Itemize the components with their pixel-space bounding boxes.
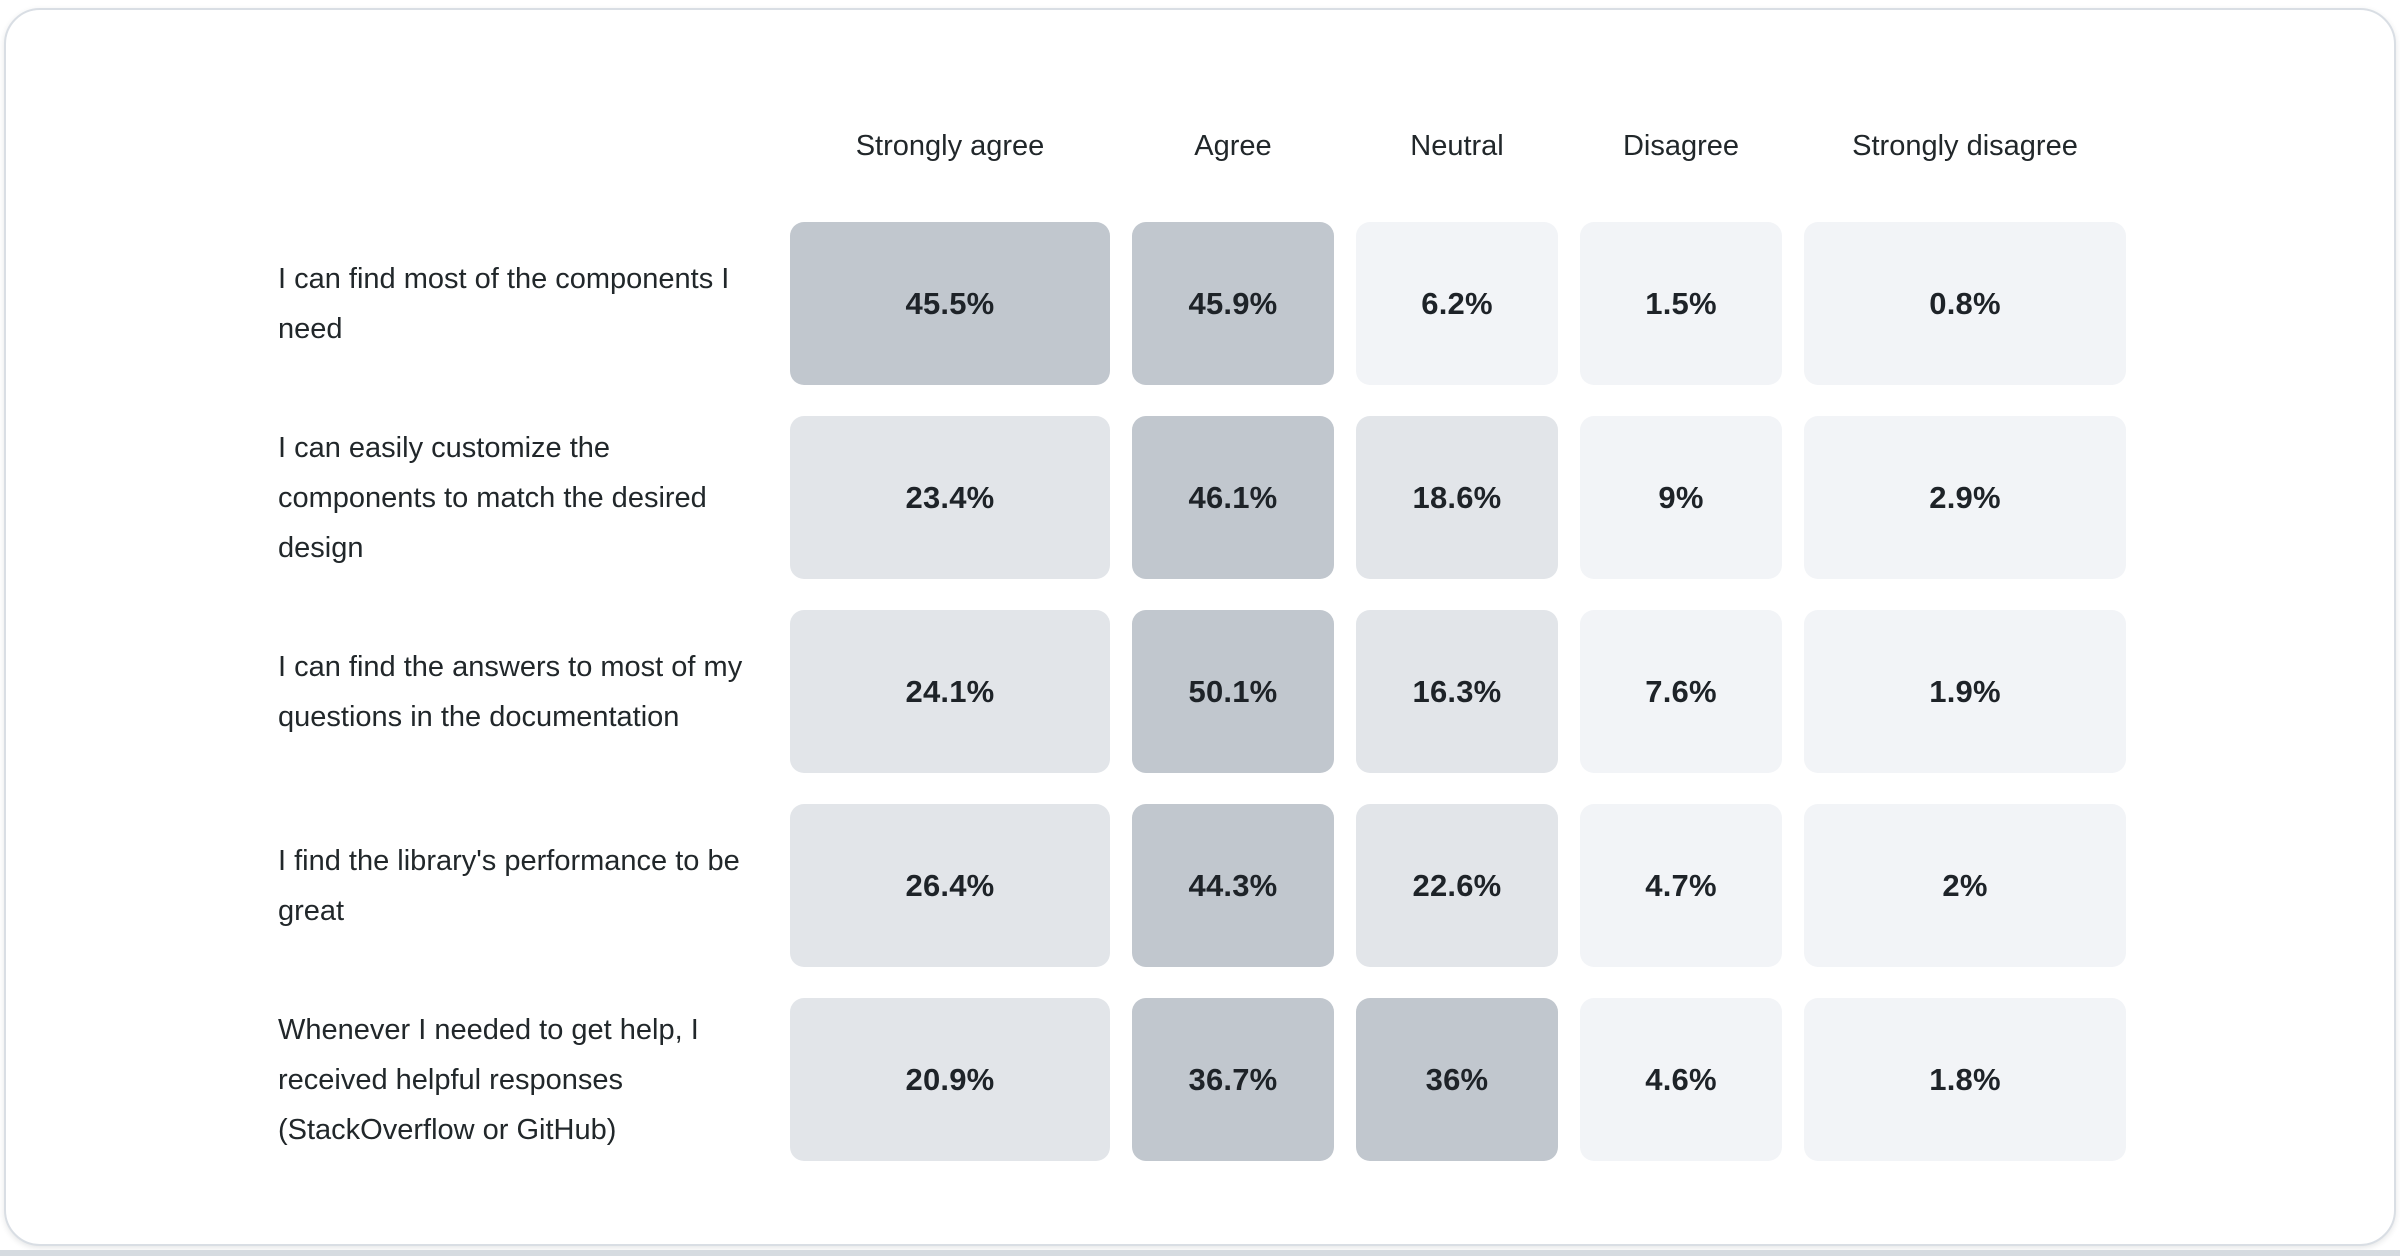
heatmap-row: I find the library's performance to be g…	[278, 804, 2126, 967]
heatmap-cell: 20.9%	[790, 998, 1110, 1161]
column-header-neutral: Neutral	[1410, 129, 1504, 162]
heatmap-row: I can find most of the components I need…	[278, 222, 2126, 385]
heatmap-cell: 4.6%	[1580, 998, 1782, 1161]
heatmap-cell: 44.3%	[1132, 804, 1334, 967]
column-header-strongly-disagree: Strongly disagree	[1852, 129, 2078, 162]
heatmap-cell: 1.9%	[1804, 610, 2126, 773]
heatmap-cell: 26.4%	[790, 804, 1110, 967]
row-label: Whenever I needed to get help, I receive…	[278, 1013, 699, 1146]
heatmap-cell: 1.5%	[1580, 222, 1782, 385]
heatmap-cell: 4.7%	[1580, 804, 1782, 967]
heatmap-cell: 9%	[1580, 416, 1782, 579]
survey-results-card: Strongly agree Agree Neutral Disagree St…	[4, 8, 2396, 1246]
heatmap-cell: 7.6%	[1580, 610, 1782, 773]
heatmap-cell: 16.3%	[1356, 610, 1558, 773]
row-label: I find the library's performance to be g…	[278, 844, 740, 927]
heatmap-cell: 6.2%	[1356, 222, 1558, 385]
row-label: I can easily customize the components to…	[278, 431, 707, 564]
heatmap-cell: 1.8%	[1804, 998, 2126, 1161]
heatmap-cell: 45.9%	[1132, 222, 1334, 385]
heatmap-rows: I can find most of the components I need…	[278, 222, 2126, 1161]
heatmap-row: I can easily customize the components to…	[278, 416, 2126, 579]
column-header-strongly-agree: Strongly agree	[855, 129, 1045, 162]
heatmap-header-row: Strongly agree Agree Neutral Disagree St…	[278, 115, 2126, 177]
row-label: I can find the answers to most of my que…	[278, 650, 743, 733]
heatmap-cell: 0.8%	[1804, 222, 2126, 385]
heatmap-cell: 45.5%	[790, 222, 1110, 385]
heatmap-cell: 2.9%	[1804, 416, 2126, 579]
heatmap-row: I can find the answers to most of my que…	[278, 610, 2126, 773]
heatmap-cell: 22.6%	[1356, 804, 1558, 967]
heatmap-cell: 36.7%	[1132, 998, 1334, 1161]
column-header-agree: Agree	[1194, 129, 1272, 162]
heatmap-cell: 23.4%	[790, 416, 1110, 579]
heatmap-cell: 36%	[1356, 998, 1558, 1161]
heatmap-cell: 18.6%	[1356, 416, 1558, 579]
likert-heatmap: Strongly agree Agree Neutral Disagree St…	[278, 115, 2126, 1161]
heatmap-cell: 2%	[1804, 804, 2126, 967]
column-header-disagree: Disagree	[1622, 129, 1740, 162]
heatmap-cell: 24.1%	[790, 610, 1110, 773]
heatmap-row: Whenever I needed to get help, I receive…	[278, 998, 2126, 1161]
bottom-edge-strip	[0, 1250, 2400, 1256]
heatmap-cell: 50.1%	[1132, 610, 1334, 773]
row-label: I can find most of the components I need	[278, 262, 730, 345]
heatmap-cell: 46.1%	[1132, 416, 1334, 579]
